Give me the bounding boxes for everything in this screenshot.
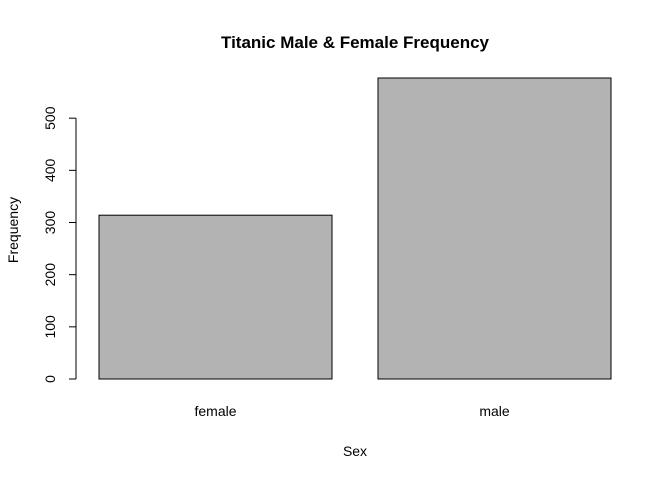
y-tick-label: 300	[42, 211, 58, 235]
chart-title: Titanic Male & Female Frequency	[221, 33, 490, 52]
bar-female	[98, 214, 333, 380]
y-tick-label: 0	[42, 375, 58, 383]
bar-male	[377, 77, 612, 380]
x-axis-label: Sex	[343, 443, 367, 459]
y-tick-label: 400	[42, 158, 58, 182]
y-tick-label: 100	[42, 315, 58, 339]
x-tick-label-male: male	[479, 403, 510, 419]
x-tick-labels: female male	[194, 403, 509, 419]
x-tick-label-female: female	[194, 403, 236, 419]
y-axis-label: Frequency	[5, 197, 21, 263]
y-tick-label: 500	[42, 106, 58, 130]
y-axis: 0 100 200 300 400 500	[42, 106, 77, 383]
y-tick-label: 200	[42, 263, 58, 287]
bars	[98, 77, 612, 380]
